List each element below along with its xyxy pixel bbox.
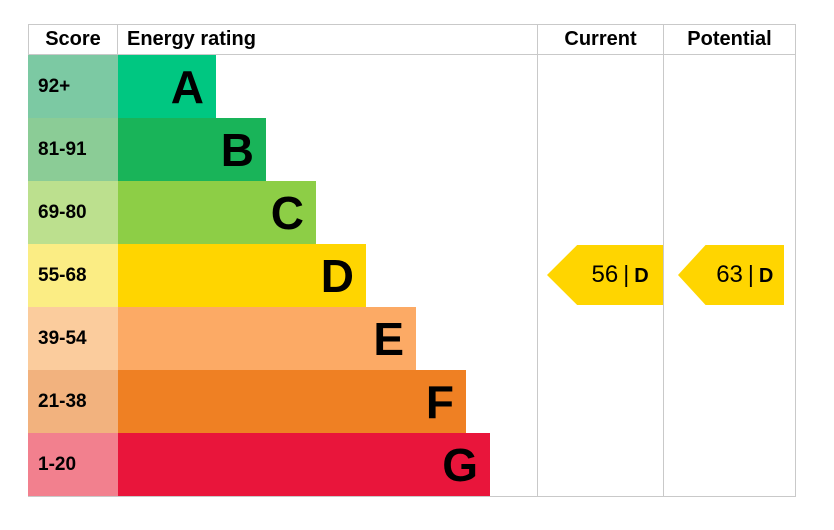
current-rating-value: 56	[591, 261, 619, 288]
score-range-c: 69-80	[28, 181, 118, 244]
rating-bar-a: A	[118, 55, 216, 118]
score-range-e: 39-54	[28, 307, 118, 370]
rating-bar-g: G	[118, 433, 490, 496]
table-header-row: Score Energy rating Current Potential	[28, 24, 796, 55]
band-letter-e: E	[373, 312, 404, 365]
header-current: Current	[538, 25, 664, 54]
band-row-d: 55-68 D	[28, 244, 796, 307]
score-range-a: 92+	[28, 55, 118, 118]
band-letter-d: D	[320, 249, 354, 302]
potential-rating-band: D	[758, 265, 774, 287]
score-range-f: 21-38	[28, 370, 118, 433]
current-rating-band: D	[634, 265, 649, 287]
band-letter-b: B	[220, 123, 254, 176]
table-right-border	[795, 55, 796, 496]
band-letter-g: G	[442, 438, 478, 491]
column-divider-current	[537, 55, 538, 496]
band-letter-c: C	[270, 186, 304, 239]
table-body: 92+ A 81-91 B 69-80 C 55-68	[28, 55, 796, 497]
rating-bar-b: B	[118, 118, 266, 181]
band-letter-f: F	[425, 375, 454, 428]
score-range-d: 55-68	[28, 244, 118, 307]
band-row-g: 1-20 G	[28, 433, 796, 496]
rating-bar-e: E	[118, 307, 416, 370]
band-row-a: 92+ A	[28, 55, 796, 118]
band-row-c: 69-80 C	[28, 181, 796, 244]
potential-rating-separator: |	[747, 261, 754, 287]
score-range-g: 1-20	[28, 433, 118, 496]
potential-rating-text: 63 | D	[706, 261, 784, 289]
potential-rating-value: 63	[716, 261, 743, 288]
header-potential: Potential	[664, 25, 796, 54]
header-energy-rating: Energy rating	[118, 25, 538, 54]
band-letter-a: A	[170, 60, 204, 113]
rating-bar-c: C	[118, 181, 316, 244]
column-divider-potential	[663, 55, 664, 496]
epc-table: Score Energy rating Current Potential 92…	[28, 24, 796, 497]
band-row-f: 21-38 F	[28, 370, 796, 433]
score-range-b: 81-91	[28, 118, 118, 181]
band-row-e: 39-54 E	[28, 307, 796, 370]
current-rating-text: 56 | D	[577, 261, 663, 289]
current-rating-separator: |	[623, 261, 630, 287]
header-score: Score	[28, 25, 118, 54]
band-row-b: 81-91 B	[28, 118, 796, 181]
rating-bar-f: F	[118, 370, 466, 433]
rating-bar-d: D	[118, 244, 366, 307]
